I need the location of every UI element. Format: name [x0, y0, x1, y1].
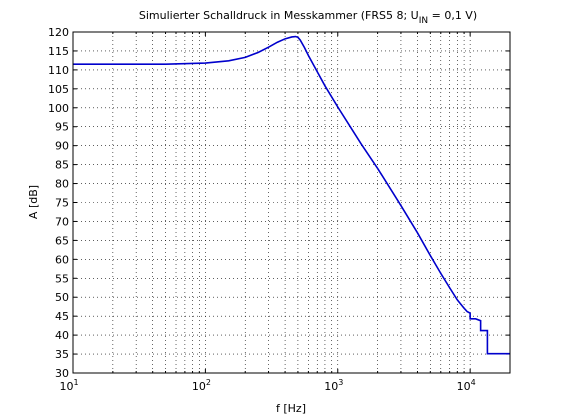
- y-tick-labels: 30 35 40 45 50 55 60 65 70 75 80 85 90 95 100 105 110 115…: [48, 26, 69, 380]
- y-tick-label: 80: [55, 178, 69, 191]
- x-tick-exponent: 2: [206, 378, 211, 387]
- sound-pressure-series-line: [73, 35, 510, 355]
- y-tick-label: 75: [55, 197, 69, 210]
- y-tick-label: 110: [48, 64, 69, 77]
- chart-title-subscript: IN: [419, 16, 428, 26]
- x-tick-base: 10: [324, 380, 338, 393]
- x-tick-base: 10: [192, 380, 206, 393]
- x-axis-label: f [Hz]: [276, 402, 306, 415]
- x-tick-labels: 101 102 103 104: [59, 378, 475, 393]
- y-tick-label: 60: [55, 253, 69, 266]
- x-tick-label: 104: [457, 378, 476, 393]
- x-tick-label: 101: [59, 378, 78, 393]
- y-tick-label: 35: [55, 348, 69, 361]
- y-tick-label: 90: [55, 140, 69, 153]
- x-tick-exponent: 3: [338, 378, 343, 387]
- y-tick-label: 45: [55, 310, 69, 323]
- x-tick-exponent: 1: [73, 378, 78, 387]
- chart-title-main: Simulierter Schalldruck in Messkammer (F…: [139, 9, 419, 22]
- y-tick-label: 40: [55, 329, 69, 342]
- grid-lines: [73, 32, 510, 373]
- y-axis-label: A [dB]: [27, 185, 40, 219]
- y-tick-label: 95: [55, 121, 69, 134]
- chart-title-tail: = 0,1 V): [428, 9, 477, 22]
- y-tick-label: 105: [48, 83, 69, 96]
- y-tick-label: 55: [55, 272, 69, 285]
- x-tick-label: 103: [324, 378, 343, 393]
- y-tick-label: 70: [55, 215, 69, 228]
- plot-frame: [72, 31, 511, 374]
- y-tick-label: 115: [48, 45, 69, 58]
- y-tick-label: 120: [48, 26, 69, 39]
- x-tick-label: 102: [192, 378, 211, 393]
- x-tick-base: 10: [59, 380, 73, 393]
- axis-ticks: [72, 31, 511, 374]
- x-tick-base: 10: [457, 380, 471, 393]
- y-tick-label: 85: [55, 159, 69, 172]
- chart-title: Simulierter Schalldruck in Messkammer (F…: [139, 9, 477, 26]
- y-tick-label: 65: [55, 234, 69, 247]
- y-tick-label: 100: [48, 102, 69, 115]
- y-tick-label: 30: [55, 367, 69, 380]
- y-tick-label: 50: [55, 291, 69, 304]
- x-tick-exponent: 4: [471, 378, 476, 387]
